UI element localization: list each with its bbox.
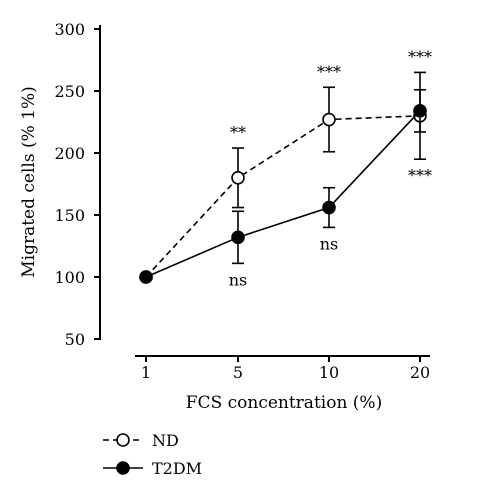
data-point — [231, 171, 245, 185]
legend-label: T2DM — [152, 459, 202, 478]
x-tick-label: 1 — [141, 363, 151, 382]
legend: ND T2DM — [103, 431, 202, 478]
plot-area — [139, 71, 427, 284]
significance-label: ns — [320, 234, 339, 253]
significance-label: *** — [408, 47, 432, 66]
significance-label: ** — [230, 123, 246, 142]
y-tick-label: 200 — [54, 144, 85, 163]
x-tick-label: 5 — [233, 363, 243, 382]
x-tick-label: 10 — [319, 363, 339, 382]
legend-marker — [116, 461, 130, 475]
y-tick-label: 250 — [54, 82, 85, 101]
y-tick-label: 150 — [54, 206, 85, 225]
y-ticks: 50 100 150 200 250 300 — [54, 20, 100, 349]
series-line-t2dm — [145, 110, 421, 278]
x-ticks: 1 5 10 20 — [141, 356, 430, 382]
data-point — [413, 104, 427, 118]
significance-label: *** — [408, 166, 432, 185]
series-line-nd — [145, 115, 421, 278]
data-point — [139, 270, 153, 284]
data-point — [322, 112, 336, 127]
series-t2dm — [139, 88, 427, 284]
y-tick-label: 300 — [54, 20, 85, 39]
significance-label: ns — [229, 270, 248, 289]
legend-marker — [116, 433, 130, 447]
data-point — [322, 200, 336, 215]
y-tick-label: 50 — [65, 330, 85, 349]
y-axis-title: Migrated cells (% 1%) — [19, 86, 39, 278]
y-tick-label: 100 — [54, 268, 85, 287]
legend-item: T2DM — [103, 459, 202, 478]
data-point — [231, 230, 245, 245]
significance-label: *** — [317, 62, 341, 81]
x-axis: 1 5 10 20 FCS concentration (%) — [135, 355, 430, 413]
x-axis-title: FCS concentration (%) — [186, 393, 382, 413]
significance-annotations: ** ns *** ns *** *** — [229, 47, 432, 289]
series-nd — [139, 71, 427, 284]
legend-label: ND — [152, 431, 179, 450]
x-tick-label: 20 — [410, 363, 430, 382]
legend-item: ND — [103, 431, 179, 450]
y-axis: 50 100 150 200 250 300 Migrated cells (% 1%) — [19, 20, 101, 349]
